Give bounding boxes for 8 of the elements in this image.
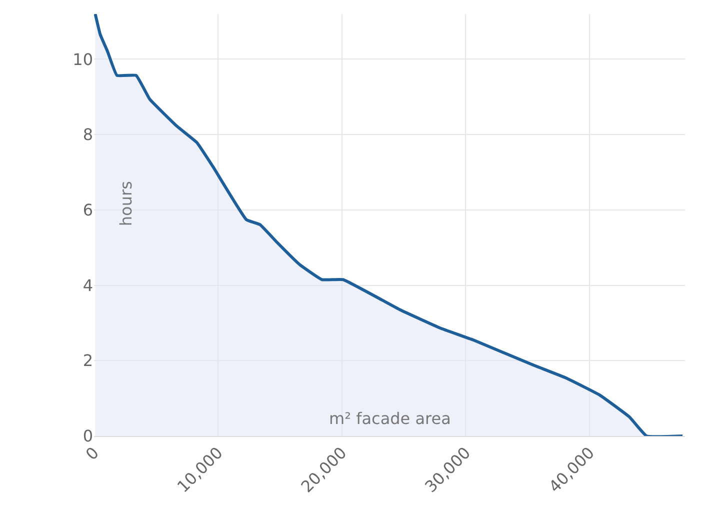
y-tick-label: 10 (72, 50, 93, 69)
y-tick-label: 8 (82, 125, 93, 144)
y-tick-label: 2 (82, 351, 93, 370)
y-tick-label: 6 (82, 200, 93, 220)
y-tick-label: 4 (82, 276, 93, 295)
x-axis-title: m² facade area (329, 409, 451, 428)
y-axis-title: hours (116, 181, 136, 226)
y-tick-label: 0 (82, 426, 93, 446)
